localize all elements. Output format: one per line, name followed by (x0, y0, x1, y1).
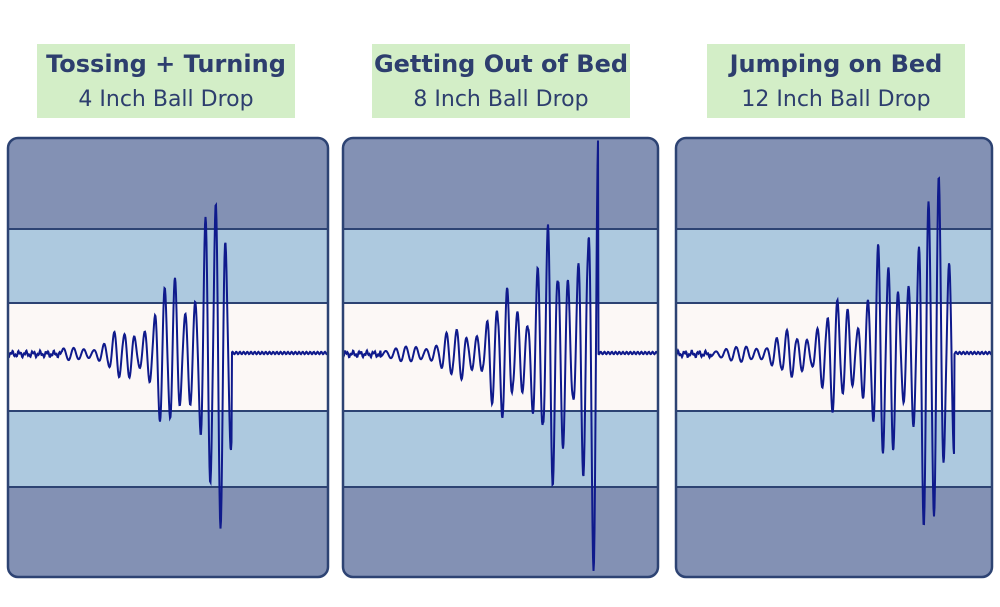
band (676, 411, 992, 487)
panel-body (343, 138, 658, 577)
band (343, 411, 658, 487)
panel (341, 136, 660, 579)
panel-body (8, 138, 328, 577)
label-box (372, 44, 630, 118)
band (343, 487, 658, 577)
band (676, 229, 992, 303)
panel (674, 136, 994, 579)
panel-frame (6, 136, 330, 579)
panel-body (676, 138, 992, 577)
band (676, 487, 992, 577)
panels (6, 136, 994, 579)
panel (6, 136, 330, 579)
label-box (707, 44, 965, 118)
waveform (343, 140, 658, 571)
label-0: Tossing + Turning 4 Inch Ball Drop (37, 44, 295, 118)
panel-subtitle: 12 Inch Ball Drop (741, 87, 930, 112)
panel-title: Tossing + Turning (46, 50, 286, 78)
band (8, 229, 328, 303)
panel-subtitle: 4 Inch Ball Drop (78, 87, 253, 112)
panel-title: Getting Out of Bed (374, 50, 628, 78)
waveform (676, 176, 992, 526)
panel-title: Jumping on Bed (728, 50, 943, 78)
waveform (8, 202, 328, 529)
band (343, 138, 658, 229)
band (343, 229, 658, 303)
panel-frame (341, 136, 660, 579)
label-box (37, 44, 295, 118)
panel-subtitle: 8 Inch Ball Drop (413, 87, 588, 112)
band (8, 487, 328, 577)
label-2: Jumping on Bed 12 Inch Ball Drop (707, 44, 965, 118)
label-1: Getting Out of Bed 8 Inch Ball Drop (372, 44, 630, 118)
band (8, 411, 328, 487)
band (676, 138, 992, 229)
panel-frame (674, 136, 994, 579)
band (8, 138, 328, 229)
